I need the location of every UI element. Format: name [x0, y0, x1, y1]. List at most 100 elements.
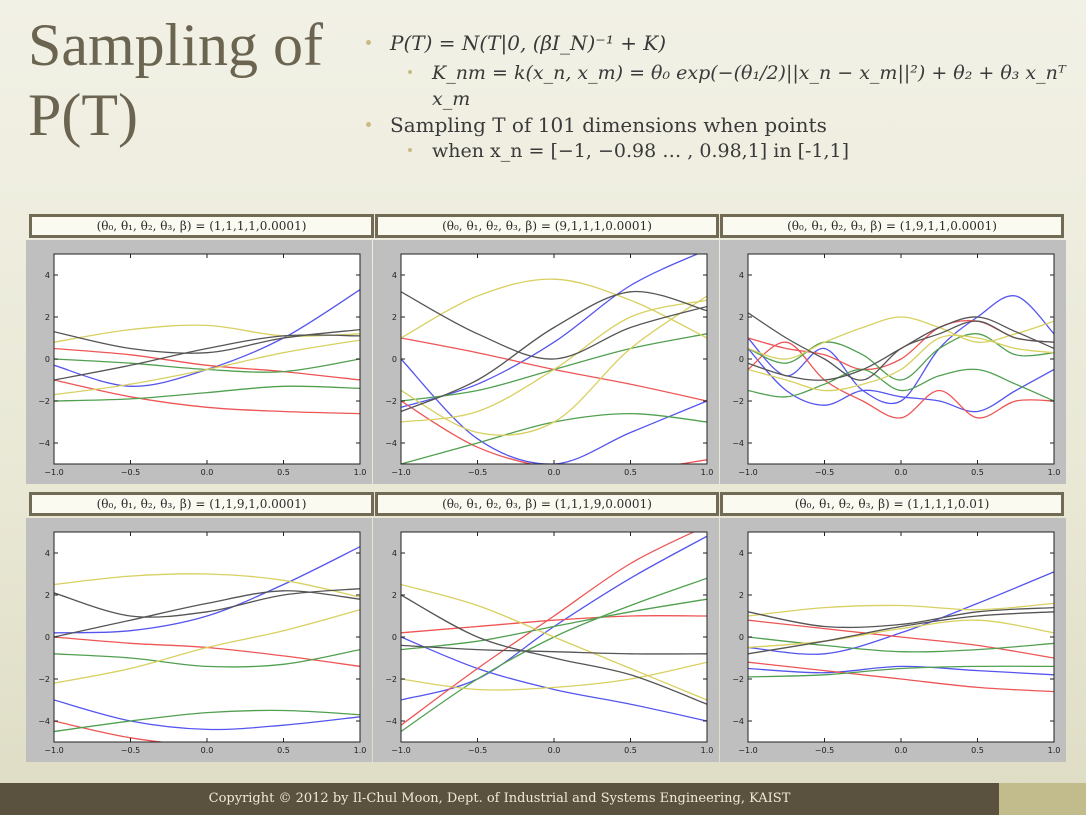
series-line-7 [401, 278, 707, 339]
x-tick-label: 1.0 [354, 746, 367, 755]
x-tick-label: −0.5 [468, 468, 487, 477]
series-line-3 [54, 379, 360, 415]
bullet-dot-icon [366, 40, 371, 45]
series-line-9 [54, 334, 360, 381]
series-line-6 [401, 598, 707, 651]
series-group [401, 254, 707, 464]
x-tick-label: 0.0 [895, 746, 908, 755]
series-line-7 [748, 316, 1054, 360]
bullet-2: K_nm = k(x_n, x_m) = θ₀ exp(−(θ₁/2)||x_n… [368, 60, 1078, 112]
y-tick-label: −4 [38, 439, 50, 448]
series-line-6 [54, 324, 360, 343]
series-line-1 [748, 295, 1054, 405]
series-line-8 [748, 619, 1054, 649]
y-tick-label: 0 [45, 633, 50, 642]
series-line-8 [54, 609, 360, 684]
series-group [748, 295, 1054, 419]
chart-panel-5: 4 2 0 −2 −4 −1.0 −0.5 0.0 0.5 1.0 [373, 518, 719, 762]
y-tick-label: −2 [385, 675, 397, 684]
x-tick-label: 0.5 [624, 468, 637, 477]
chart-panel-3: 4 2 0 −2 −4 −1.0 −0.5 0.0 0.5 1.0 [720, 240, 1066, 484]
y-tick-label: −4 [732, 439, 744, 448]
series-line-6 [748, 333, 1054, 381]
x-tick-label: 0.0 [201, 468, 214, 477]
chart-3: 4 2 0 −2 −4 −1.0 −0.5 0.0 0.5 1.0 [732, 253, 1060, 477]
chart-panel-6: 4 2 0 −2 −4 −1.0 −0.5 0.0 0.5 1.0 [720, 518, 1066, 762]
chart-6: 4 2 0 −2 −4 −1.0 −0.5 0.0 0.5 1.0 [732, 531, 1061, 755]
bullet-3: Sampling T of 101 dimensions when points [366, 112, 1078, 138]
y-tick-label: 2 [45, 313, 50, 322]
series-line-10 [401, 644, 707, 655]
x-tick-label: 1.0 [1048, 746, 1061, 755]
series-line-8 [401, 299, 707, 423]
series-line-7 [748, 602, 1054, 617]
x-tick-label: 0.5 [971, 746, 984, 755]
bullet-list: P(T) = N(T|0, (βI_N)⁻¹ + K) K_nm = k(x_n… [366, 30, 1078, 164]
y-tick-label: 2 [392, 313, 397, 322]
x-tick-label: 0.0 [895, 468, 908, 477]
x-tick-label: −0.5 [121, 746, 140, 755]
series-line-7 [54, 573, 360, 598]
slide-title-line1: Sampling of [28, 12, 323, 78]
x-tick-label: 0.5 [277, 468, 290, 477]
x-tick-label: −0.5 [121, 468, 140, 477]
series-line-4 [54, 720, 167, 742]
y-tick-label: 4 [392, 271, 397, 280]
series-group [54, 546, 360, 742]
series-line-10 [54, 590, 360, 638]
panel-label-1: (θ₀, θ₁, θ₂, θ₃, β) = (1,1,1,1,0.0001) [29, 214, 374, 238]
series-line-9 [748, 606, 1054, 629]
x-tick-label: −1.0 [391, 746, 410, 755]
y-tick-label: 2 [739, 591, 744, 600]
x-tick-label: 0.5 [277, 746, 290, 755]
y-tick-label: −2 [732, 675, 744, 684]
chart-2: 4 2 0 −2 −4 −1.0 −0.5 0.0 0.5 1.0 [385, 253, 713, 477]
chart-1: 4 2 0 −2 −4 −1.0 −0.5 0.0 0.5 1.0 [38, 253, 366, 477]
panel-label-2: (θ₀, θ₁, θ₂, θ₃, β) = (9,1,1,1,0.0001) [375, 214, 719, 238]
y-tick-label: −4 [38, 717, 50, 726]
series-group [54, 289, 360, 415]
series-line-2 [401, 254, 700, 408]
series-line-2 [54, 347, 360, 381]
chart-panel-1: 4 2 0 −2 −4 −1.0 −0.5 0.0 0.5 1.0 [26, 240, 372, 484]
slide-title: Sampling of P(T) [28, 10, 358, 150]
x-tick-label: 0.5 [971, 468, 984, 477]
y-tick-label: 4 [739, 549, 744, 558]
series-line-2 [401, 636, 707, 722]
series-line-2 [748, 665, 1054, 676]
slide-title-line2: P(T) [28, 82, 138, 148]
y-tick-label: 4 [739, 271, 744, 280]
y-tick-label: 4 [45, 271, 50, 280]
panel-label-3: (θ₀, θ₁, θ₂, θ₃, β) = (1,9,1,1,0.0001) [720, 214, 1064, 238]
series-line-11 [401, 290, 707, 413]
x-tick-label: 0.0 [548, 746, 561, 755]
x-tick-label: 1.0 [701, 746, 714, 755]
plot-area [54, 532, 360, 742]
series-line-1 [748, 571, 1054, 655]
y-tick-label: 0 [739, 633, 744, 642]
series-line-1 [54, 546, 360, 634]
plot-area [54, 254, 360, 464]
y-tick-label: 0 [45, 355, 50, 364]
chart-4: 4 2 0 −2 −4 −1.0 −0.5 0.0 0.5 1.0 [38, 531, 367, 755]
chart-panel-2: 4 2 0 −2 −4 −1.0 −0.5 0.0 0.5 1.0 [373, 240, 719, 484]
y-tick-label: 0 [392, 633, 397, 642]
bullet-1-text: P(T) = N(T|0, (βI_N)⁻¹ + K) [390, 31, 667, 55]
bullet-1: P(T) = N(T|0, (βI_N)⁻¹ + K) [366, 30, 1078, 56]
x-tick-label: 0.0 [201, 746, 214, 755]
series-line-5 [748, 665, 1054, 678]
x-tick-label: −0.5 [815, 468, 834, 477]
footer-accent [999, 783, 1086, 815]
y-tick-label: 0 [739, 355, 744, 364]
series-line-7 [401, 583, 707, 701]
y-tick-label: −4 [385, 717, 397, 726]
series-line-10 [401, 291, 707, 360]
y-tick-label: −2 [38, 397, 50, 406]
series-line-2 [748, 348, 1054, 413]
bullet-dot-icon [408, 70, 412, 74]
series-line-8 [401, 661, 707, 691]
series-line-10 [748, 611, 1054, 655]
series-line-3 [748, 341, 1054, 419]
x-tick-label: −1.0 [738, 468, 757, 477]
y-tick-label: −2 [732, 397, 744, 406]
